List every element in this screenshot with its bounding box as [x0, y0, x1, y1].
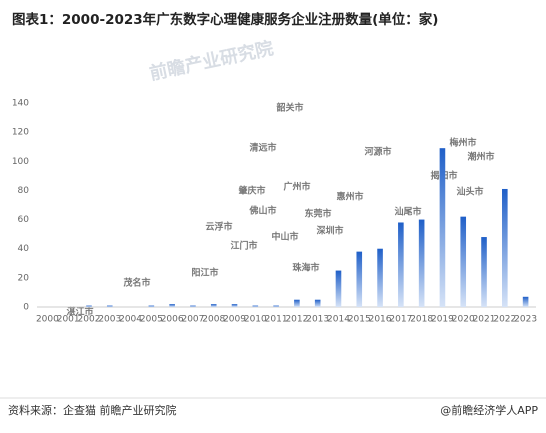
x-tick-label: 2017	[389, 315, 412, 325]
x-tick-label: 2020	[452, 315, 475, 325]
bar	[294, 299, 300, 307]
x-tick-label: 2007	[181, 315, 204, 325]
source: 资料来源：企查猫 前瞻产业研究院	[8, 403, 177, 417]
map-label: 珠海市	[292, 262, 319, 274]
bar	[86, 305, 92, 307]
y-tick-label: 120	[12, 128, 29, 138]
bar	[377, 248, 383, 307]
bar	[502, 188, 508, 307]
map-label: 韶关市	[276, 102, 303, 114]
y-tick-label: 40	[18, 244, 30, 254]
x-tick-label: 2004	[119, 315, 142, 325]
map-label: 东莞市	[304, 208, 331, 220]
watermark: 前瞻产业研究院	[148, 37, 276, 85]
x-tick-label: 2019	[431, 315, 454, 325]
bar	[231, 304, 238, 307]
map-label: 河源市	[364, 146, 391, 158]
bar	[169, 304, 175, 307]
bar	[522, 296, 529, 307]
bar	[356, 251, 363, 307]
x-tick-label: 2012	[285, 315, 308, 325]
map-label: 茂名市	[122, 277, 150, 289]
map-label: 湛江市	[66, 306, 93, 318]
bar	[481, 237, 487, 307]
map-label: 潮州市	[467, 151, 494, 163]
x-tick-label: 2013	[306, 315, 329, 325]
x-tick-label: 2015	[348, 315, 371, 325]
x-tick-label: 2000	[36, 315, 59, 325]
bar	[418, 219, 425, 307]
y-tick-label: 80	[18, 186, 30, 196]
map-label: 中山市	[271, 231, 298, 243]
bar	[148, 305, 155, 307]
y-tick-label: 60	[18, 215, 30, 225]
x-tick-label: 2016	[369, 315, 392, 325]
x-tick-label: 2008	[202, 315, 225, 325]
x-tick-label: 2006	[161, 315, 184, 325]
map-label: 阳江市	[191, 267, 218, 279]
map-label: 肇庆市	[238, 185, 265, 197]
y-tick-label: 20	[18, 273, 30, 283]
x-tick-label: 2001	[57, 315, 80, 325]
bar	[439, 148, 446, 307]
bar	[106, 305, 113, 307]
map-label: 梅州市	[449, 137, 476, 149]
map-label: 深圳市	[316, 225, 343, 237]
map-label: 江门市	[230, 240, 257, 252]
y-tick-label: 0	[23, 303, 29, 313]
map-label: 惠州市	[336, 191, 363, 203]
x-tick-label: 2009	[223, 315, 246, 325]
map-label: 广州市	[283, 181, 310, 193]
x-tick-label: 2021	[473, 315, 496, 325]
x-tick-label: 2022	[493, 315, 516, 325]
credit: @前瞻经济学人APP	[440, 403, 538, 417]
bar	[210, 304, 217, 307]
bar	[335, 270, 342, 307]
bar	[398, 222, 404, 307]
x-tick-label: 2011	[265, 315, 288, 325]
map-label: 汕尾市	[394, 206, 421, 218]
map-label: 清远市	[249, 142, 276, 154]
x-tick-label: 2010	[244, 315, 267, 325]
x-tick-label: 2014	[327, 315, 350, 325]
bar	[273, 305, 279, 307]
map-label: 佛山市	[248, 205, 276, 217]
map-label: 云浮市	[205, 221, 232, 233]
x-tick-label: 2002	[78, 315, 101, 325]
bar	[252, 305, 259, 307]
bar	[314, 299, 321, 307]
chart-title: 图表1：2000-2023年广东数字心理健康服务企业注册数量(单位：家)	[12, 11, 438, 28]
x-tick-label: 2003	[98, 315, 121, 325]
y-tick-label: 100	[12, 157, 29, 167]
x-tick-label: 2023	[514, 315, 537, 325]
bar	[460, 216, 467, 307]
y-tick-label: 140	[12, 99, 29, 109]
x-tick-label: 2018	[410, 315, 433, 325]
map-label: 汕头市	[456, 186, 483, 198]
bar	[190, 305, 196, 307]
x-tick-label: 2005	[140, 315, 163, 325]
